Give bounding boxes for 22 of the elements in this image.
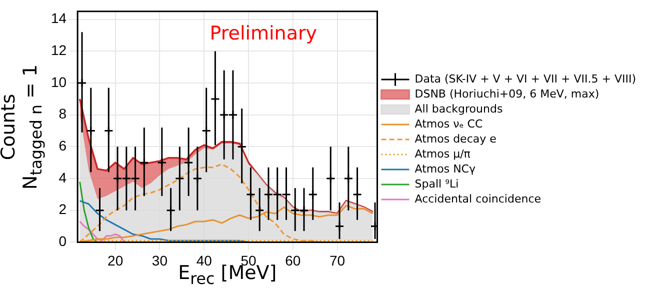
- y-tick-label: 10: [50, 74, 67, 90]
- legend-label: Atmos νₑ CC: [414, 117, 483, 130]
- y-tick-label: 4: [58, 169, 67, 186]
- x-tick-label: 30: [152, 252, 168, 268]
- legend-label: Accidental coincidence: [414, 192, 542, 206]
- y-tick-label: 14: [50, 10, 67, 26]
- y-tick-label: 0: [58, 233, 67, 250]
- legend-label: Atmos decay e: [414, 132, 497, 146]
- x-tick-label: 60: [285, 252, 301, 268]
- legend-label: Spall ⁹Li: [414, 177, 459, 190]
- legend-label: All backgrounds: [414, 102, 503, 116]
- y-tick-label: 12: [50, 42, 67, 58]
- x-tick-label: 20: [108, 252, 124, 268]
- y-tick-label: 6: [58, 138, 67, 154]
- annotation: Preliminary: [210, 22, 318, 44]
- legend-label: Atmos μ/π: [414, 147, 471, 160]
- y-tick-label: 2: [58, 201, 67, 218]
- legend-label: Atmos NCγ: [414, 162, 476, 176]
- legend-label: DSNB (Horiuchi+09, 6 MeV, max): [414, 87, 600, 100]
- legend-label: Data (SK-IV + V + VI + VII + VII.5 + VIII): [414, 72, 636, 86]
- y-tick-label: 8: [58, 106, 67, 122]
- x-tick-label: 70: [330, 252, 346, 268]
